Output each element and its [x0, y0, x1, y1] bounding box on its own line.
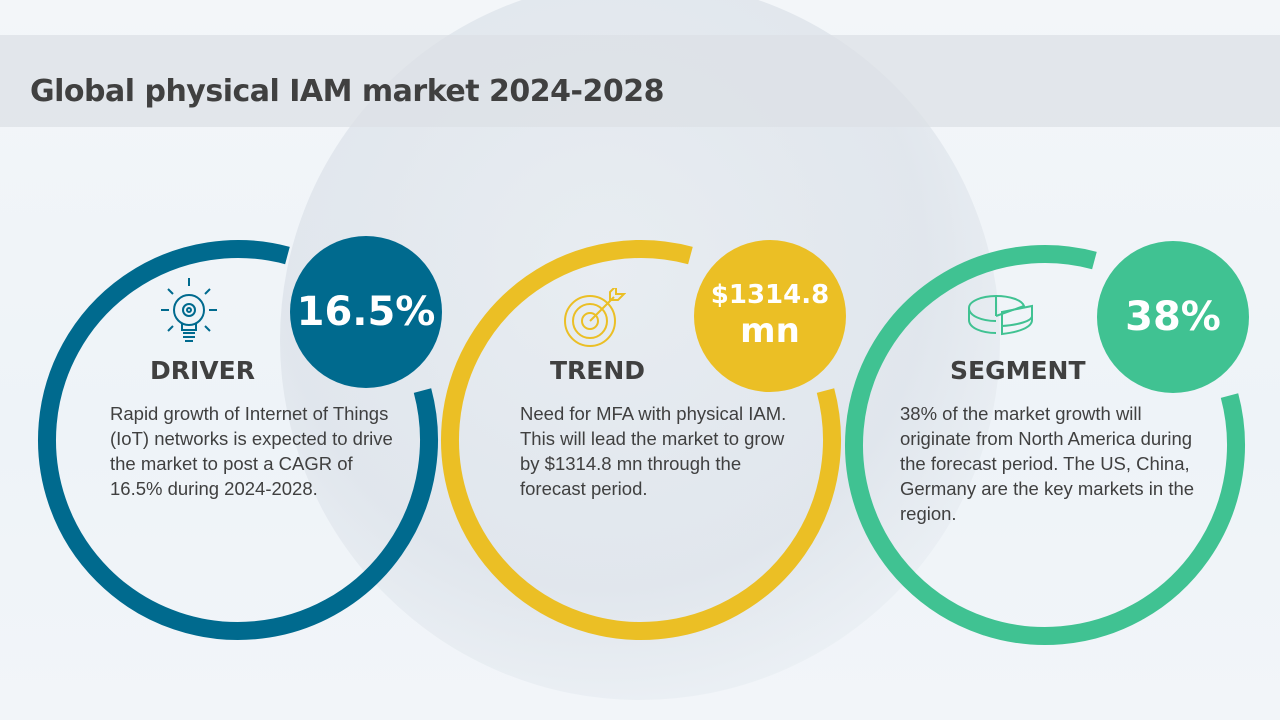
- segment-value: 38%: [1125, 294, 1221, 340]
- segment-value-bubble: 38%: [1097, 241, 1249, 393]
- trend-value-amount: $1314.8: [710, 280, 830, 310]
- title-band: [0, 35, 1280, 127]
- driver-heading: DRIVER: [150, 356, 255, 385]
- trend-heading: TREND: [550, 356, 646, 385]
- page-title: Global physical IAM market 2024-2028: [30, 74, 664, 109]
- driver-text: Rapid growth of Internet of Things (IoT)…: [110, 403, 393, 499]
- trend-value-unit: mn: [740, 311, 800, 352]
- lightbulb-gear-icon: [161, 278, 217, 342]
- driver-value-bubble: 16.5%: [290, 236, 442, 388]
- driver-ring: [38, 240, 438, 640]
- trend-text: Need for MFA with physical IAM. This wil…: [520, 403, 787, 499]
- driver-value: 16.5%: [296, 289, 436, 335]
- trend-ring: [441, 240, 841, 640]
- trend-value-bubble: $1314.8 mn: [694, 240, 846, 392]
- segment-heading: SEGMENT: [950, 356, 1086, 385]
- segment-ring: [845, 245, 1245, 645]
- segment-text: 38% of the market growth will originate …: [900, 403, 1195, 524]
- target-arrow-icon: [564, 288, 626, 347]
- pie-chart-icon: [968, 294, 1033, 336]
